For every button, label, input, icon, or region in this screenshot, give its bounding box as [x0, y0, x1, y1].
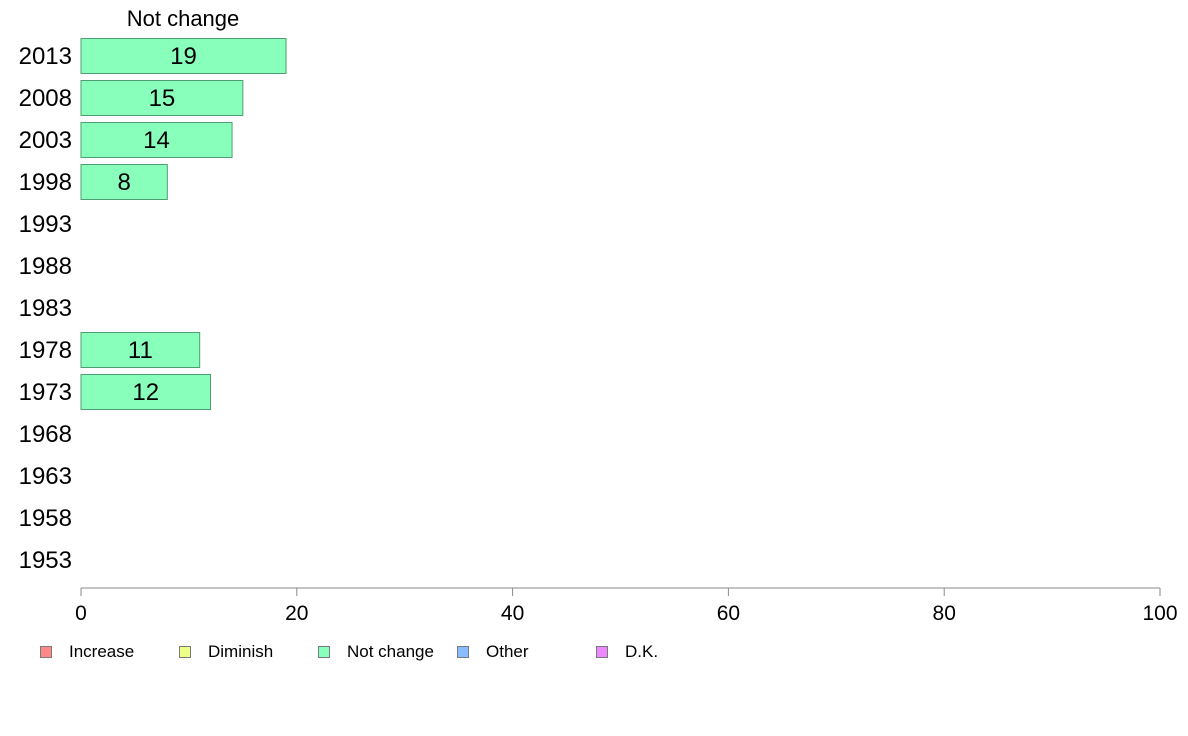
legend-label-dk: D.K.: [625, 642, 659, 661]
y-tick-label-1963: 1963: [19, 463, 72, 490]
x-tick-label-80: 80: [933, 602, 956, 625]
bar-1978: [80, 332, 201, 368]
legend-item-not-change: Not change: [318, 640, 434, 664]
y-tick-label-1998: 1998: [19, 169, 72, 196]
x-tick-label-60: 60: [717, 602, 740, 625]
legend-swatch-dk: [596, 646, 608, 658]
legend-item-dk: D.K.: [596, 640, 658, 664]
legend-label-increase: Increase: [69, 642, 135, 661]
legend-item-diminish: Diminish: [179, 640, 273, 664]
legend: Increase Diminish Not change Other D.K.: [0, 640, 1188, 664]
x-tick-label-20: 20: [285, 602, 308, 625]
legend-label-not-change: Not change: [347, 642, 434, 661]
bar-2008: [80, 80, 244, 116]
bar-value-label-1978: 11: [128, 337, 153, 364]
y-tick-label-2008: 2008: [19, 85, 72, 112]
y-tick-label-1968: 1968: [19, 421, 72, 448]
legend-label-diminish: Diminish: [208, 642, 274, 661]
bar-1973: [80, 374, 211, 410]
bar-2003: [80, 122, 233, 158]
y-tick-label-1958: 1958: [19, 505, 72, 532]
y-tick-label-1988: 1988: [19, 253, 72, 280]
y-tick-label-1953: 1953: [19, 547, 72, 574]
bar-chart: Not change 19 15 14 8 11 12 2013 2008 2003 1998 1…: [19, 6, 1178, 625]
legend-label-other: Other: [486, 642, 529, 661]
bar-2013: [80, 38, 287, 74]
y-tick-label-1978: 1978: [19, 337, 72, 364]
bar-value-label-2008: 15: [149, 85, 176, 112]
bar-value-label-2013: 19: [170, 43, 197, 70]
x-tick-label-100: 100: [1142, 602, 1177, 625]
legend-swatch-increase: [40, 646, 52, 658]
bar-1998: [80, 164, 168, 200]
y-tick-label-2013: 2013: [19, 43, 72, 70]
bar-value-label-1998: 8: [117, 169, 130, 196]
x-tick-label-0: 0: [75, 602, 87, 625]
legend-item-other: Other: [457, 640, 529, 664]
legend-swatch-not-change: [318, 646, 330, 658]
y-tick-label-1983: 1983: [19, 295, 72, 322]
y-tick-label-1993: 1993: [19, 211, 72, 238]
x-tick-label-40: 40: [501, 602, 524, 625]
y-tick-label-2003: 2003: [19, 127, 72, 154]
y-tick-label-1973: 1973: [19, 379, 72, 406]
legend-swatch-diminish: [179, 646, 191, 658]
bar-value-label-1973: 12: [132, 379, 159, 406]
bar-value-label-2003: 14: [143, 127, 170, 154]
legend-swatch-other: [457, 646, 469, 658]
chart-title: Not change: [127, 6, 240, 31]
legend-item-increase: Increase: [40, 640, 134, 664]
